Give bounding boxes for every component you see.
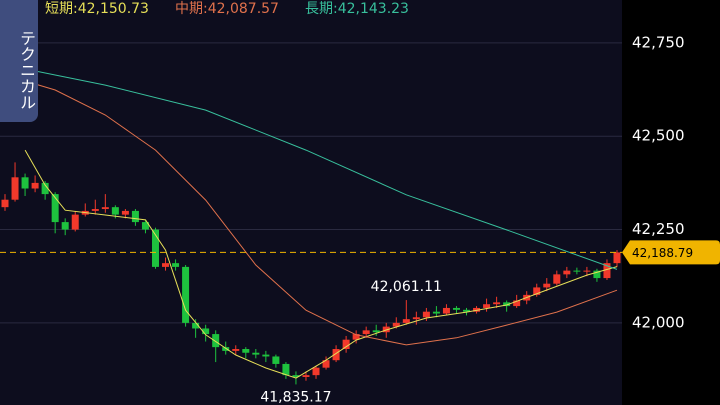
candle-body [503,302,511,307]
ma-line [24,149,618,379]
ma-line [4,64,618,270]
y-tick-label: 42,500 [632,127,685,145]
candle-body [51,194,59,223]
candle-body [192,322,200,329]
candle-body [41,182,49,195]
candle-body [533,287,541,295]
candle-body [302,375,310,378]
candle-body [242,349,250,353]
candle-body [272,356,280,364]
candle-body [172,263,180,267]
candle-body [352,334,360,340]
candle-body [322,360,330,368]
candle-body [493,302,501,305]
candle-body [121,210,129,215]
candle-body [312,367,320,376]
y-tick-label: 42,250 [632,220,685,238]
candle-body [21,177,29,189]
candle-body [583,270,591,272]
ma-line [4,74,618,346]
candle-body [61,222,69,230]
legend-entry: 短期:42,150.73 [45,1,149,17]
candle-body [432,311,440,314]
candle-body [382,326,390,333]
y-tick-label: 42,750 [632,33,685,51]
candle-body [292,375,300,378]
extreme-label: 42,061.11 [371,279,442,295]
candle-body [31,182,39,189]
candle-body [412,317,420,320]
candle-body [603,263,611,279]
legend-entry: 中期:42,087.57 [175,1,279,17]
candle-body [111,207,119,215]
candle-body [141,222,149,230]
y-tick-label: 42,000 [632,313,685,331]
legend-entry: 長期:42,143.23 [305,1,409,17]
candle-body [422,311,430,318]
candle-body [463,309,471,312]
candle-body [372,330,380,333]
candle-body [342,339,350,350]
candle-body [222,347,230,351]
extreme-label: 41,835.17 [260,389,331,405]
candle-body [543,283,551,288]
candle-body [202,328,210,335]
candle-body [483,304,491,308]
candle-body [563,270,571,275]
candle-body [392,322,400,327]
candle-body [232,349,240,351]
candle-body [262,354,270,357]
candle-body [282,363,290,376]
candle-body [11,177,19,200]
price-tag [622,240,720,265]
candle-body [101,207,109,210]
candle-body [513,300,521,307]
candle-body [71,214,79,230]
candle-body [553,274,561,284]
candle-body [1,199,9,208]
candle-body [573,270,581,272]
side-tab[interactable]: テクニカル [0,0,38,122]
candle-body [91,209,99,211]
price-tag-label: 42,188.79 [632,246,693,260]
candle-body [613,252,621,264]
candle-body [593,270,601,279]
candle-body [332,349,340,361]
candle-body [442,307,450,314]
candle-body [151,229,159,267]
candle-body [362,330,370,335]
candle-body [252,352,260,355]
candle-body [402,319,410,323]
price-axis-panel [622,0,720,405]
candle-body [452,307,460,310]
candle-body [182,266,190,323]
candle-body [131,210,139,223]
candle-body [162,263,170,267]
candle-body [212,334,220,348]
